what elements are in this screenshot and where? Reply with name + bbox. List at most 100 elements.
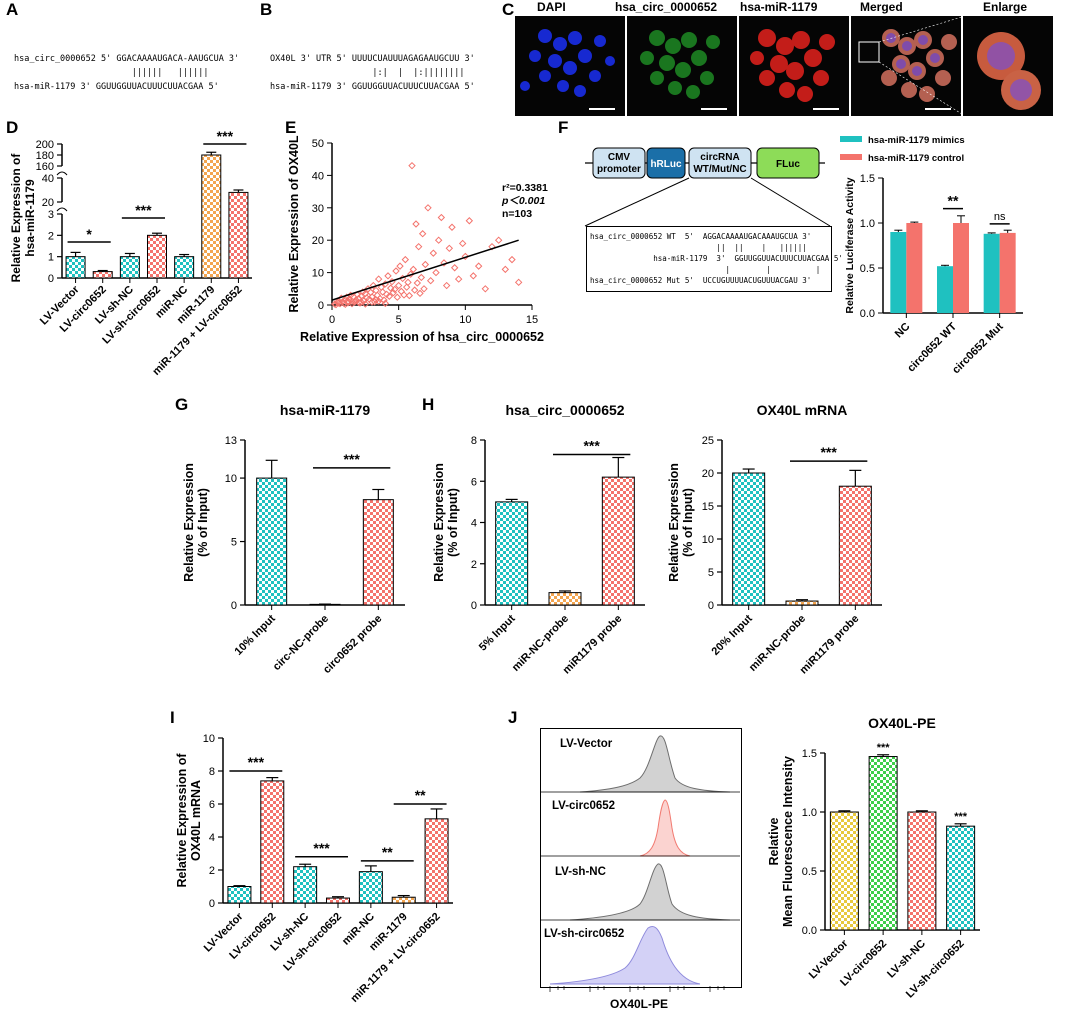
x-tick-label: 10 (459, 314, 471, 326)
scatter-point (514, 278, 523, 287)
x-axis-label: Relative Expression of hsa_circ_0000652 (300, 330, 544, 344)
scatter-point (374, 275, 383, 283)
y-tick-label: 10 (203, 733, 215, 745)
fluc-label: FLuc (776, 159, 800, 170)
y-tick-label: 40 (42, 173, 54, 185)
scatter-point (392, 267, 400, 275)
scatter-point (381, 299, 390, 308)
scatter-point (376, 294, 384, 303)
sig-label: *** (954, 811, 968, 823)
sig-label: *** (313, 840, 330, 856)
panel-letter-h: H (422, 395, 435, 414)
hrluc-box (646, 147, 686, 179)
bar (119, 256, 140, 279)
y-axis-label: Relative Luciferase Activity (844, 177, 856, 313)
circ-cells (640, 30, 720, 99)
y-tick-label: 10 (225, 473, 237, 485)
scatter-point (421, 260, 430, 269)
scatter-point (412, 220, 420, 228)
x-tick-label: circ0652 probe (321, 613, 384, 676)
y-tick-label: 5 (708, 567, 714, 579)
bar (868, 756, 898, 931)
bar (732, 472, 766, 606)
scatter-point (404, 278, 412, 287)
y-tick-label: 2 (209, 865, 215, 877)
scatter-point (332, 300, 340, 309)
scatter-point (374, 297, 383, 305)
y-axis-label: Mean Fluorescence Intensity (781, 756, 795, 927)
circ-label-1: circRNA (700, 152, 739, 163)
micro-image-enlarge (963, 16, 1053, 116)
scatter-point (406, 270, 415, 278)
chart-i: 0 2 4 6 8 10 Relative Expression of OX40L mRNA L… (175, 733, 453, 1005)
seq-f-box (586, 226, 832, 292)
sig-label: *** (877, 742, 891, 754)
bar (946, 825, 976, 931)
y-tick-label: 8 (471, 435, 477, 447)
bar (424, 818, 449, 904)
legend-label: hsa-miR-1179 mimics (868, 135, 965, 146)
y-axis-label: Relative Expression (667, 463, 681, 582)
bar (260, 780, 285, 904)
circ-box (688, 147, 752, 179)
scatter-point (386, 284, 395, 292)
seq-a-line2: |||||| |||||| (14, 68, 209, 78)
scatter-point (397, 287, 406, 296)
chart-h2: OX40L mRNA 0 5 10 15 20 25 Relative Expression(… (667, 402, 882, 677)
micro-label-enlarge: Enlarge (983, 0, 1028, 14)
sig-label: *** (135, 202, 152, 218)
scatter-point (450, 264, 459, 272)
scatter-point (426, 276, 435, 285)
panel-letter-i: I (170, 708, 175, 727)
zoom-lines (878, 15, 966, 117)
y-tick-label: 3 (48, 209, 54, 221)
scatter-point (344, 297, 352, 305)
flow-label-vector: LV-Vector (560, 738, 613, 750)
y-tick-label: 8 (209, 766, 215, 778)
scatter-point (508, 255, 516, 264)
x-tick-label: 15 (526, 314, 538, 326)
y-tick-label: 5 (231, 537, 237, 549)
scatter-point (380, 296, 388, 304)
sig-label: ** (382, 844, 393, 860)
y-tick-label: 0 (318, 300, 324, 312)
scatter-point (390, 285, 399, 294)
sig-label: *** (583, 437, 600, 453)
micro-label-circ: hsa_circ_0000652 (615, 0, 718, 14)
chart-title: OX40L mRNA (757, 402, 848, 418)
y-tick-label: 13 (225, 435, 237, 447)
chart-title: hsa-miR-1179 (280, 402, 370, 418)
seq-f-l2: || || | |||||| (590, 243, 807, 252)
y-tick-label: 200 (36, 139, 54, 151)
scatter-point (402, 283, 411, 291)
x-tick-label: miR1179 probe (798, 613, 862, 677)
scatter-point (354, 298, 363, 307)
bar (890, 232, 907, 313)
bar (256, 477, 288, 606)
flow-xlabel: OX40L-PE (610, 997, 669, 1011)
seq-a-line3: hsa-miR-1179 3' GGUUGGUUACUUUCUUACGAA 5' (14, 82, 219, 92)
scatter-point (413, 279, 422, 287)
y-tick-label: 1.0 (860, 218, 875, 230)
x-tick-label: 10% Input (233, 612, 278, 657)
panel-letter-b: B (260, 0, 273, 19)
y-tick-label: 6 (209, 799, 215, 811)
chart-h1: hsa_circ_0000652 0 2 4 6 8 Relative Expression… (432, 402, 645, 676)
bar (785, 600, 819, 606)
y-axis-label: Relative (767, 817, 781, 865)
cmv-label-2: promoter (597, 164, 641, 175)
seq-f-l1: hsa_circ_0000652 WT 5' AGGACAAAAUGACAAAU… (590, 232, 812, 241)
chart-title: hsa_circ_0000652 (505, 402, 624, 418)
y-tick-label: 25 (702, 435, 714, 447)
y-tick-label: 20 (702, 468, 714, 480)
micro-label-mir: hsa-miR-1179 (740, 0, 818, 14)
x-tick-label: 5 (396, 314, 402, 326)
scatter-point (357, 298, 366, 306)
seq-b-line1: OX40L 3' UTR 5' UUUUCUAUUUAGAGAAUGCUU 3' (270, 54, 475, 64)
fit-line (331, 239, 519, 301)
sig-label: ns (994, 211, 1006, 223)
x-tick-label: 0 (329, 314, 335, 326)
bar (601, 476, 635, 606)
sig-label: *** (343, 451, 360, 467)
panel-letter-a: A (6, 0, 19, 19)
